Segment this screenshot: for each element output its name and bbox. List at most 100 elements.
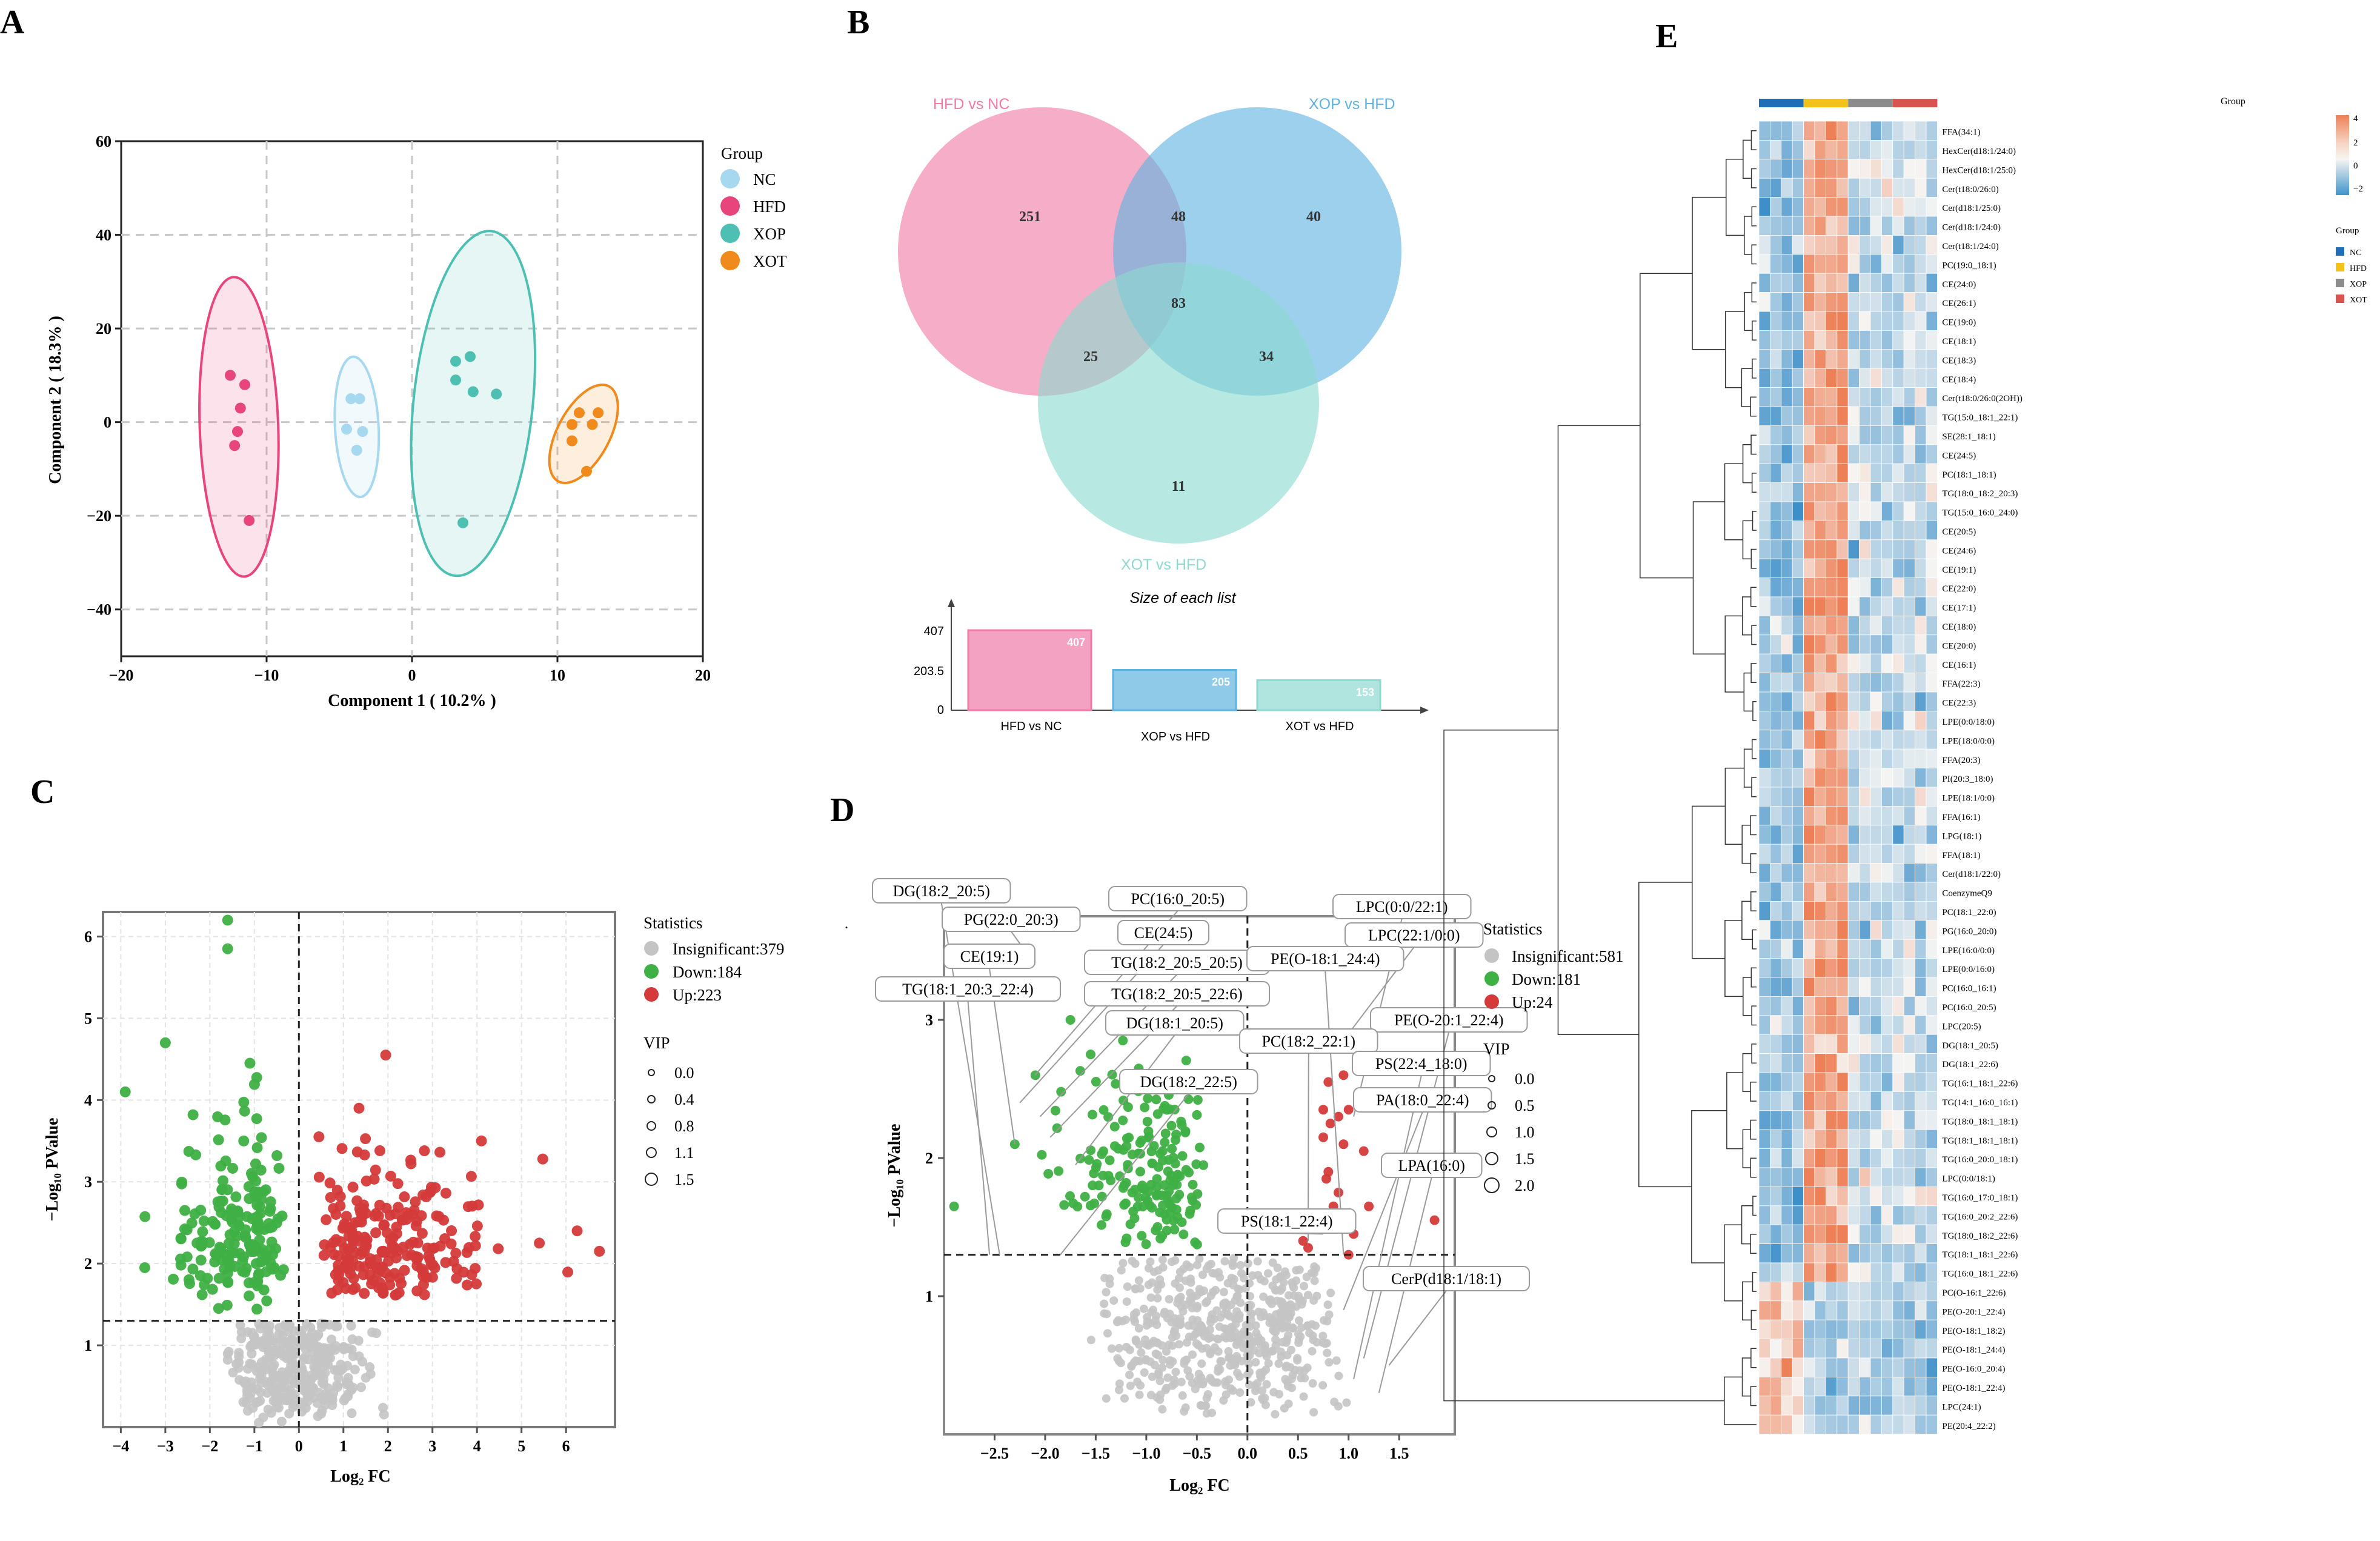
down-point (1140, 1102, 1150, 1113)
dendro-branch (1752, 510, 1757, 531)
heatmap-cell (1837, 711, 1849, 731)
heatmap-cell (1781, 1319, 1793, 1339)
heatmap-cell (1926, 1091, 1938, 1111)
heatmap-cell (1837, 958, 1849, 978)
down-point (244, 1290, 255, 1302)
pca-point-xop (457, 517, 468, 528)
insignificant-point (242, 1387, 253, 1397)
insignificant-point (1136, 1381, 1145, 1390)
heatmap-cell (1781, 1053, 1793, 1073)
heatmap-cell (1837, 178, 1849, 198)
insignificant-point (1265, 1319, 1274, 1328)
heatmap-cell (1814, 1224, 1826, 1244)
x-tick-label: −1 (246, 1437, 263, 1455)
heatmap-cell (1837, 616, 1849, 636)
insignificant-point (234, 1348, 244, 1358)
up-point (392, 1178, 404, 1190)
heatmap-cell (1915, 577, 1927, 597)
heatmap-cell (1803, 958, 1815, 978)
up-point (445, 1238, 457, 1250)
down-point (1123, 1102, 1133, 1112)
up-point (416, 1228, 428, 1239)
heatmap-cell (1892, 596, 1904, 616)
heatmap-cell (1915, 768, 1927, 788)
annotation-box (1370, 1007, 1528, 1033)
heatmap-cell (1803, 825, 1815, 845)
heatmap-cell (1915, 958, 1927, 978)
insignificant-point (1119, 1259, 1128, 1268)
group-ellipse-nc (333, 355, 381, 499)
heatmap-cell (1903, 616, 1915, 636)
insignificant-point (1251, 1358, 1260, 1367)
heatmap-cell (1769, 577, 1782, 597)
heatmap-cell (1825, 521, 1838, 541)
insignificant-point (1237, 1357, 1246, 1366)
pca-legend-label: XOT (753, 252, 787, 270)
heatmap-cell (1837, 1205, 1849, 1225)
insignificant-point (1198, 1270, 1207, 1279)
down-point (251, 1219, 263, 1230)
heatmap-cell (1758, 616, 1770, 636)
heatmap-cell (1781, 596, 1793, 616)
insignificant-point (1185, 1372, 1194, 1381)
heatmap-cell (1781, 1300, 1793, 1320)
down-point (1059, 1200, 1069, 1210)
heatmap-cell (1870, 216, 1882, 236)
heatmap-cell (1892, 863, 1904, 883)
heatmap-cell (1915, 616, 1927, 636)
heatmap-cell (1803, 387, 1815, 407)
insignificant-point (1188, 1293, 1197, 1302)
heatmap-cell (1814, 482, 1826, 502)
heatmap-cell (1881, 197, 1893, 217)
insignificant-point (1121, 1316, 1130, 1325)
insignificant-point (1134, 1276, 1143, 1285)
insignificant-point (1226, 1300, 1235, 1310)
panel-letter-e: E (1655, 18, 1678, 55)
vip-size-marker (1486, 1127, 1497, 1137)
annotation-label: PA(18:0_22:4) (1376, 1091, 1469, 1109)
row-label: Cer(d18:1/25:0) (1942, 204, 2001, 213)
heatmap-cell (1881, 406, 1893, 426)
heatmap-cell (1769, 996, 1782, 1016)
heatmap-group-label: Group (2221, 96, 2245, 107)
down-point (278, 1264, 289, 1276)
heatmap-cell (1803, 748, 1815, 768)
heatmap-cell (1837, 691, 1849, 711)
heatmap-cell (1870, 1300, 1882, 1320)
heatmap-cell (1926, 1167, 1938, 1187)
heatmap-cell (1892, 482, 1904, 502)
heatmap-cell (1926, 634, 1938, 654)
heatmap-cell (1881, 977, 1893, 997)
insignificant-point (1193, 1302, 1202, 1311)
heatmap-cell (1803, 1224, 1815, 1244)
x-tick-label: 20 (695, 667, 711, 684)
panel-letter-a: A (0, 4, 25, 41)
group-legend-label: XOT (2350, 296, 2367, 305)
venn-bar-label: HFD vs NC (1000, 720, 1062, 733)
heatmap-cell (1881, 616, 1893, 636)
dendro-branch (1751, 1005, 1757, 1026)
insignificant-point (270, 1374, 281, 1385)
insignificant-point (1146, 1391, 1155, 1400)
heatmap-cell (1915, 730, 1927, 750)
x-tick-label: 0.5 (1288, 1445, 1308, 1462)
insignificant-point (1206, 1350, 1215, 1359)
x-tick-label: 6 (562, 1437, 570, 1455)
insignificant-point (1325, 1310, 1334, 1319)
heatmap-cell (1825, 1148, 1838, 1168)
vip-size-marker (646, 1147, 657, 1158)
heatmap-cell (1792, 463, 1804, 484)
heatmap-cell (1781, 958, 1793, 978)
heatmap-cell (1915, 273, 1927, 293)
heatmap-cell (1769, 425, 1782, 445)
up-point (440, 1187, 451, 1199)
pca-legend-marker (720, 224, 740, 243)
insignificant-point (1219, 1301, 1228, 1310)
heatmap-cell (1814, 1148, 1826, 1168)
heatmap-cell (1758, 977, 1770, 997)
heatmap-cell (1825, 235, 1838, 255)
heatmap-cell (1837, 406, 1849, 426)
insignificant-point (1158, 1255, 1167, 1264)
up-point (384, 1279, 396, 1291)
heatmap-cell (1847, 159, 1860, 179)
